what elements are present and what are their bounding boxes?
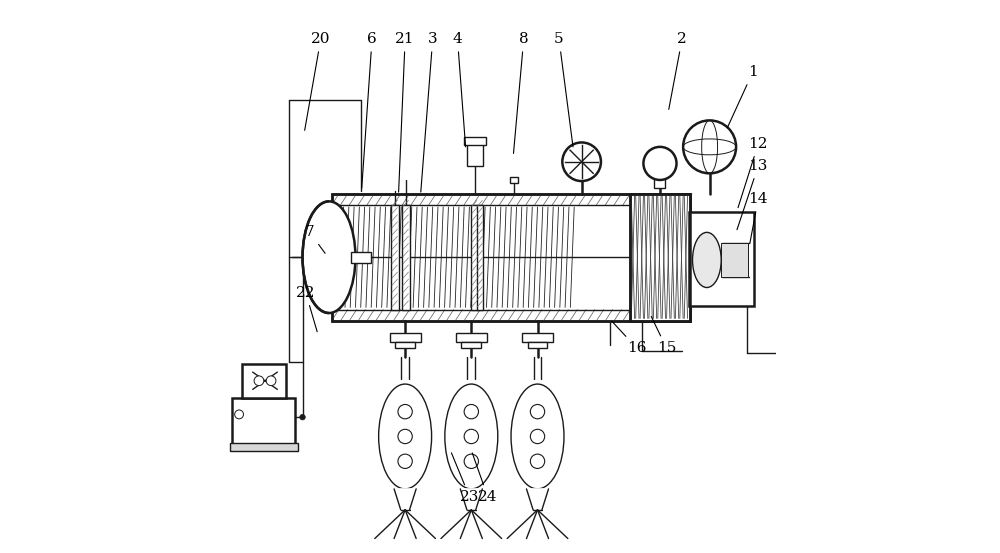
Text: 16: 16 <box>612 321 647 355</box>
Bar <box>467 144 483 166</box>
Text: 1: 1 <box>727 65 758 128</box>
Text: 23: 23 <box>451 453 479 504</box>
Circle shape <box>266 376 276 385</box>
Text: 5: 5 <box>554 32 573 147</box>
Bar <box>230 442 298 451</box>
Text: 8: 8 <box>513 32 529 154</box>
Text: 2: 2 <box>669 32 687 109</box>
Bar <box>477 205 483 310</box>
Bar <box>471 205 478 310</box>
Bar <box>689 212 754 306</box>
Bar <box>390 333 421 342</box>
Text: 20: 20 <box>305 32 330 131</box>
Ellipse shape <box>445 384 498 489</box>
Bar <box>721 243 748 276</box>
Circle shape <box>254 376 264 385</box>
Text: 14: 14 <box>748 192 768 243</box>
Circle shape <box>398 429 412 444</box>
Bar <box>461 342 481 348</box>
Text: 3: 3 <box>421 32 438 192</box>
Text: 21: 21 <box>395 32 415 192</box>
Bar <box>522 333 553 342</box>
Text: 7: 7 <box>305 226 325 253</box>
Circle shape <box>464 404 478 419</box>
Bar <box>242 364 286 398</box>
Bar <box>464 138 486 145</box>
Ellipse shape <box>303 201 355 313</box>
Polygon shape <box>460 489 482 510</box>
Text: 12: 12 <box>738 137 768 208</box>
Circle shape <box>530 454 545 468</box>
Text: 22: 22 <box>296 286 317 332</box>
Bar <box>456 333 487 342</box>
Polygon shape <box>394 489 416 510</box>
Bar <box>391 205 399 310</box>
Circle shape <box>235 410 244 419</box>
Polygon shape <box>526 489 549 510</box>
Text: 15: 15 <box>651 316 676 355</box>
Circle shape <box>464 429 478 444</box>
Circle shape <box>683 121 736 173</box>
Bar <box>510 177 518 182</box>
Text: 24: 24 <box>472 453 498 504</box>
Ellipse shape <box>511 384 564 489</box>
Circle shape <box>300 414 305 420</box>
Circle shape <box>562 143 601 181</box>
Bar <box>630 194 690 321</box>
Circle shape <box>464 454 478 468</box>
Ellipse shape <box>379 384 432 489</box>
Bar <box>654 177 665 188</box>
Circle shape <box>398 404 412 419</box>
Text: 4: 4 <box>453 32 466 147</box>
Bar <box>630 194 690 321</box>
Bar <box>232 398 295 445</box>
Circle shape <box>398 454 412 468</box>
Bar <box>528 342 547 348</box>
Circle shape <box>530 429 545 444</box>
Bar <box>395 342 415 348</box>
Bar <box>402 205 410 310</box>
Circle shape <box>643 147 677 180</box>
Ellipse shape <box>693 232 721 288</box>
Circle shape <box>530 404 545 419</box>
Bar <box>332 194 690 321</box>
Bar <box>351 252 371 263</box>
Text: 6: 6 <box>362 32 377 188</box>
Bar <box>332 194 690 321</box>
Text: 13: 13 <box>737 159 768 229</box>
